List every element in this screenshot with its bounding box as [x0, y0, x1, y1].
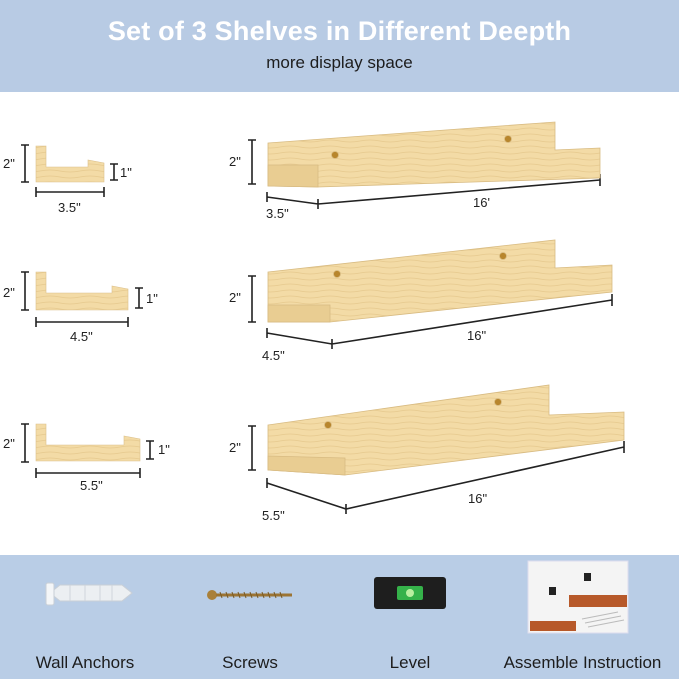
row1-length: 16'	[473, 195, 490, 210]
row2-shelf-height: 2"	[229, 290, 241, 305]
screw-icon	[207, 590, 292, 600]
accessory-screws: Screws	[180, 565, 320, 675]
row1-shelf-height: 2"	[229, 154, 241, 169]
accessory-label: Screws	[222, 653, 278, 672]
row3-depth: 5.5"	[80, 478, 103, 493]
wall-anchor-icon	[45, 582, 133, 606]
row3-length: 16"	[468, 491, 487, 506]
accessory-wall-anchors: Wall Anchors	[10, 565, 160, 675]
row2-length: 16"	[467, 328, 486, 343]
row1-depth: 3.5"	[58, 200, 81, 215]
shelf-diagrams: 2" 1" 3.5" 2" 3.5" 16' 2" 1" 4.5" 2" 4.5…	[3, 121, 625, 523]
accessories-panel: Wall Anchors Screws Level Assemble Instr…	[0, 555, 679, 679]
row3-lip-height: 1"	[158, 442, 170, 457]
row2-lip-height: 1"	[146, 291, 158, 306]
level-icon	[374, 577, 446, 609]
row3-shelf-depth: 5.5"	[262, 508, 285, 523]
shelf-profiles	[35, 145, 141, 462]
row1-lip-height: 1"	[120, 165, 132, 180]
row1-profile-height: 2"	[3, 156, 15, 171]
page-subtitle: more display space	[266, 53, 413, 72]
row1-shelf-depth: 3.5"	[266, 206, 289, 221]
accessory-level: Level	[345, 565, 475, 675]
row3-shelf-height: 2"	[229, 440, 241, 455]
header-banner: Set of 3 Shelves in Different Deepth mor…	[0, 0, 679, 92]
page-title: Set of 3 Shelves in Different Deepth	[107, 16, 572, 46]
accessory-label: Level	[389, 653, 431, 672]
row2-profile-height: 2"	[3, 285, 15, 300]
shelf-medium	[267, 239, 613, 323]
row2-depth: 4.5"	[70, 329, 93, 344]
shelf-small	[267, 121, 601, 188]
accessory-assemble-instruction: Assemble Instruction	[490, 560, 675, 675]
shelf-large	[267, 384, 625, 476]
manual-icon	[527, 560, 629, 634]
row3-profile-height: 2"	[3, 436, 15, 451]
profile-small	[35, 145, 105, 183]
row2-shelf-depth: 4.5"	[262, 348, 285, 363]
dimension-lines	[21, 139, 625, 514]
accessory-label: Wall Anchors	[35, 653, 135, 672]
accessory-label: Assemble Instruction	[503, 653, 662, 672]
profile-medium	[35, 271, 129, 311]
profile-large	[35, 423, 141, 462]
